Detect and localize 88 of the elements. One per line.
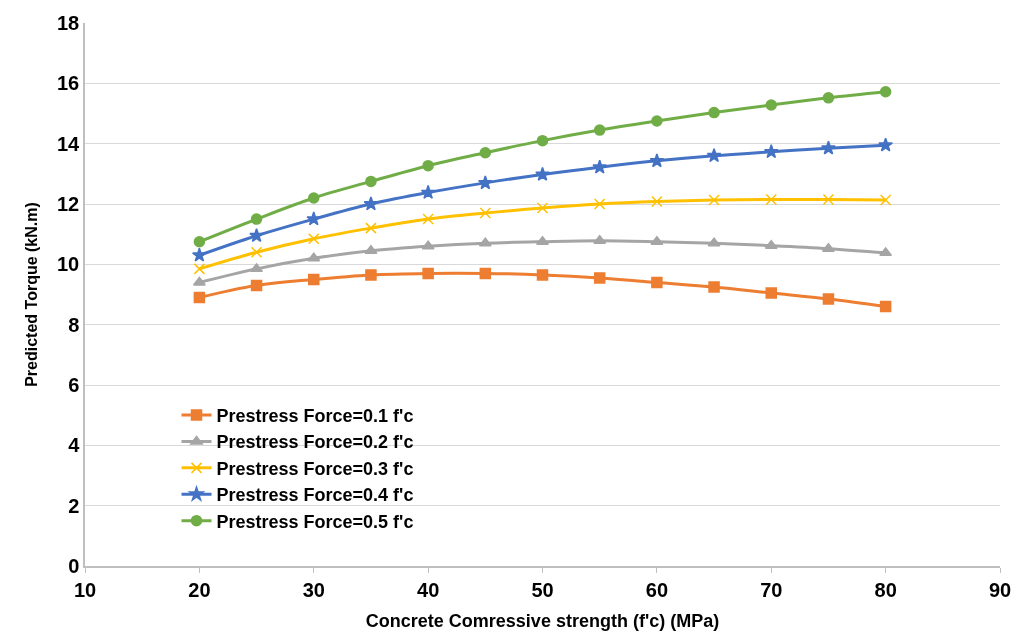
point xyxy=(192,276,206,286)
point xyxy=(651,195,663,208)
point xyxy=(479,207,492,219)
y-tick-label: 16 xyxy=(57,72,80,95)
y-tick-label: 12 xyxy=(57,193,80,215)
point xyxy=(308,192,320,204)
point xyxy=(193,263,206,275)
point xyxy=(708,281,720,293)
point xyxy=(477,175,493,190)
point xyxy=(249,227,264,243)
point xyxy=(879,86,892,98)
point xyxy=(250,213,263,225)
point xyxy=(592,159,608,174)
y-tick-label: 4 xyxy=(68,434,81,457)
point xyxy=(250,279,263,292)
point xyxy=(536,202,549,214)
point xyxy=(420,184,436,199)
point xyxy=(765,193,777,206)
point xyxy=(536,134,549,147)
point xyxy=(250,246,263,259)
point xyxy=(821,242,835,252)
x-tick-label: 50 xyxy=(531,578,554,601)
point xyxy=(250,263,264,273)
x-axis-title: Concrete Comressive strength (f'c) (MPa) xyxy=(365,611,720,632)
point xyxy=(422,267,434,280)
point xyxy=(878,137,894,152)
point xyxy=(593,198,606,210)
point xyxy=(651,276,663,289)
point xyxy=(650,235,664,245)
y-axis-title: Predicted Torque (kN.m) xyxy=(23,202,41,387)
point xyxy=(536,269,549,281)
point xyxy=(363,196,379,211)
point xyxy=(879,300,892,313)
y-tick-label: 14 xyxy=(57,132,81,155)
point xyxy=(765,99,777,111)
point xyxy=(479,146,492,159)
point xyxy=(478,237,492,247)
x-tick-label: 70 xyxy=(760,578,783,601)
y-tick-label: 2 xyxy=(68,494,80,517)
point xyxy=(708,106,720,119)
point xyxy=(365,269,377,281)
point xyxy=(307,252,321,262)
point xyxy=(308,273,320,286)
point xyxy=(764,239,778,249)
point xyxy=(706,147,722,163)
x-tick-label: 90 xyxy=(988,578,1012,601)
point xyxy=(191,247,207,262)
y-tick-label: 6 xyxy=(68,374,80,396)
point xyxy=(879,247,893,257)
legend-label: Prestress Force=0.1 f'c xyxy=(216,406,414,427)
point xyxy=(479,267,492,280)
point xyxy=(765,287,777,299)
legend-label: Prestress Force=0.3 f'c xyxy=(216,458,414,479)
point xyxy=(822,92,835,104)
point xyxy=(593,124,606,136)
point xyxy=(365,222,377,234)
point xyxy=(365,175,377,188)
y-tick-label: 18 xyxy=(57,12,80,34)
point xyxy=(593,235,607,245)
x-tick-label: 30 xyxy=(302,578,325,601)
point xyxy=(708,194,720,206)
point xyxy=(879,194,892,206)
point xyxy=(422,213,434,225)
legend-label: Prestress Force=0.4 f'c xyxy=(216,485,414,506)
x-tick-label: 60 xyxy=(645,578,669,601)
point xyxy=(364,245,378,255)
point xyxy=(535,166,550,181)
point xyxy=(421,240,435,250)
point xyxy=(821,140,836,155)
legend-label: Prestress Force=0.5 f'c xyxy=(216,511,414,532)
point xyxy=(763,144,779,159)
x-tick-label: 20 xyxy=(188,578,211,601)
x-tick-label: 80 xyxy=(874,578,897,601)
y-tick-label: 8 xyxy=(68,313,80,336)
y-tick-label: 10 xyxy=(57,253,80,276)
point xyxy=(651,115,663,127)
point xyxy=(707,237,721,247)
point xyxy=(822,193,835,206)
point xyxy=(193,235,206,248)
x-tick-label: 40 xyxy=(417,578,440,601)
point xyxy=(193,291,206,304)
point xyxy=(649,153,665,168)
point xyxy=(308,232,320,245)
legend-label: Prestress Force=0.2 f'c xyxy=(216,432,414,453)
point xyxy=(593,272,606,284)
y-tick-label: 0 xyxy=(68,555,80,577)
point xyxy=(422,159,434,172)
point xyxy=(822,293,835,305)
